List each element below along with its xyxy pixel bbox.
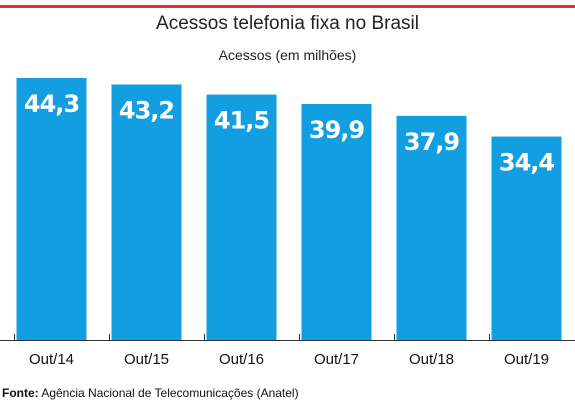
bar-out-18 [396, 115, 467, 340]
bar-value-label: 39,9 [309, 116, 365, 144]
bar-value-label: 44,3 [24, 90, 79, 118]
x-tick-label: Out/16 [219, 351, 264, 368]
source-line: Fonte: Agência Nacional de Telecomunicaç… [2, 386, 299, 400]
chart-subtitle: Acessos (em milhões) [218, 47, 357, 63]
source-text: Agência Nacional de Telecomunicações (An… [41, 386, 299, 400]
bar-out-15 [111, 84, 182, 340]
bar-out-19 [491, 136, 562, 340]
top-accent-rule [0, 5, 575, 8]
bar-out-14 [16, 78, 87, 340]
source-label: Fonte: [2, 386, 39, 400]
bar-value-label: 41,5 [214, 107, 270, 135]
bar-out-17 [301, 104, 372, 340]
x-tick-label: Out/15 [124, 351, 169, 368]
chart-title: Acessos telefonia fixa no Brasil [156, 13, 419, 34]
x-tick-label: Out/14 [29, 351, 74, 368]
bar-value-label: 37,9 [404, 128, 460, 156]
x-tick-label: Out/19 [504, 351, 549, 368]
bar-out-16 [206, 94, 277, 341]
x-tick-label: Out/18 [409, 351, 454, 368]
x-tick-label: Out/17 [314, 351, 359, 368]
bar-value-label: 34,4 [499, 149, 555, 177]
bar-value-label: 43,2 [119, 97, 174, 125]
